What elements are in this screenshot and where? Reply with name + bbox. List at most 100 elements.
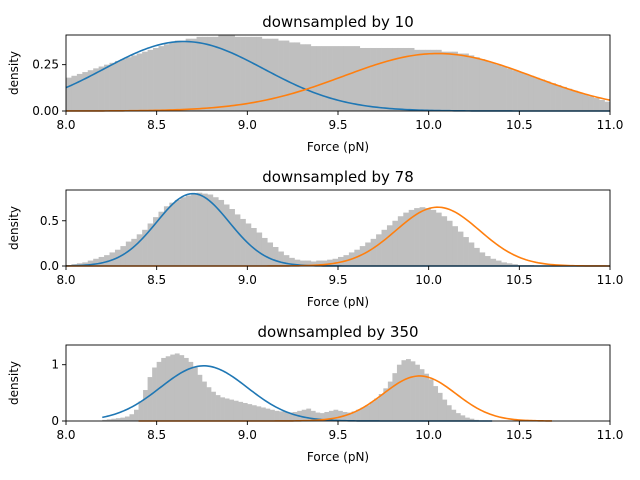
histogram-bar: [106, 419, 112, 421]
histogram-bar: [403, 47, 410, 111]
y-tick-label: 0.25: [32, 58, 59, 72]
histogram-bar: [87, 260, 94, 266]
histogram-bar: [125, 57, 132, 111]
histogram-bar: [76, 73, 83, 111]
histogram-bar: [463, 237, 469, 266]
histogram-bar: [136, 53, 143, 111]
histogram-bar: [229, 209, 235, 266]
histogram-bar: [120, 417, 126, 421]
histogram-bar: [604, 101, 611, 111]
histogram-bar: [93, 68, 99, 111]
histogram-bar: [561, 86, 567, 111]
histogram-bar: [188, 361, 194, 421]
histogram-bar: [408, 209, 415, 266]
histogram-bar: [267, 38, 274, 111]
histogram-bar: [457, 231, 464, 266]
histogram-bar: [158, 211, 165, 266]
histogram: [66, 192, 535, 266]
histogram-bar: [348, 46, 355, 112]
histogram-bar: [174, 199, 181, 266]
histogram-bar: [342, 411, 348, 421]
histogram-bar: [437, 392, 443, 421]
histogram-bar: [490, 62, 497, 111]
histogram-bar: [381, 229, 388, 266]
histogram-bar: [376, 234, 382, 266]
histogram-bar: [218, 199, 225, 266]
x-tick-label: 9.5: [328, 428, 347, 442]
histogram-bar: [414, 208, 420, 266]
histogram-bar: [245, 36, 252, 112]
chart-panel-2: 8.0 8.5 9.0 9.5 10.0 10.5 11.0 0.0 0.5 downsample…: [7, 168, 623, 309]
histogram-bar: [247, 404, 253, 421]
histogram-bar: [233, 400, 239, 421]
histogram-bar: [593, 98, 600, 111]
histogram-bar: [319, 413, 325, 421]
histogram-bar: [599, 99, 605, 111]
histogram-bar: [207, 36, 214, 112]
histogram-bar: [479, 252, 486, 266]
histogram-bar: [153, 217, 159, 266]
histogram-bar: [442, 399, 448, 421]
histogram-bar: [310, 261, 317, 266]
x-axis-label: Force (pN): [307, 140, 369, 154]
histogram: [66, 35, 611, 112]
histogram-bar: [430, 49, 437, 111]
histogram-bar: [104, 64, 110, 111]
histogram-bar: [435, 212, 442, 266]
histogram-bar: [87, 70, 94, 111]
histogram-bar: [555, 85, 562, 111]
histogram-bar: [324, 411, 330, 421]
x-axis-label: Force (pN): [307, 450, 369, 464]
histogram-bar: [301, 409, 307, 421]
x-tick-label: 10.0: [415, 273, 442, 287]
histogram-bar: [250, 228, 257, 266]
histogram-bar: [463, 53, 469, 111]
histogram-bar: [305, 44, 312, 111]
histogram-bar: [316, 46, 322, 112]
histogram-bar: [315, 412, 321, 421]
histogram-bar: [550, 83, 556, 111]
histogram-bar: [327, 46, 333, 112]
histogram-bar: [495, 64, 502, 111]
histogram-bar: [170, 354, 176, 421]
histogram-bar: [305, 260, 312, 266]
histogram-bar: [260, 407, 266, 421]
histogram-bar: [131, 238, 138, 266]
chart-panel-3: 8.0 8.5 9.0 9.5 10.0 10.5 11.0 0 1 downsampled by…: [7, 323, 623, 464]
histogram-bar: [234, 36, 241, 112]
histogram-bar: [446, 51, 453, 111]
histogram-bar: [250, 36, 257, 112]
histogram-bar: [370, 238, 377, 266]
x-tick-label: 11.0: [597, 428, 624, 442]
histogram-bar: [321, 260, 328, 266]
histogram-bar: [238, 401, 244, 421]
histogram-bar: [406, 359, 411, 421]
histogram-bar: [142, 51, 148, 111]
x-tick-label: 10.0: [415, 118, 442, 132]
histogram-bar: [582, 94, 589, 111]
x-tick-label: 9.0: [238, 273, 257, 287]
histogram-bar: [354, 46, 361, 112]
histogram-bar: [414, 49, 420, 111]
histogram-bar: [206, 387, 212, 421]
histogram-bar: [192, 367, 198, 421]
histogram-bar: [114, 60, 121, 111]
histogram-bar: [392, 47, 399, 111]
histogram-bar: [446, 405, 452, 421]
histogram-bar: [365, 242, 371, 266]
x-tick-label: 10.0: [415, 428, 442, 442]
histogram-bar: [441, 51, 448, 111]
histogram-bar: [383, 388, 389, 421]
x-tick-label: 9.0: [238, 118, 257, 132]
histogram-bar: [256, 232, 263, 266]
histogram-bar: [419, 369, 425, 421]
histogram-bar: [490, 258, 497, 266]
histogram-bar: [392, 220, 399, 266]
histogram-bar: [539, 79, 546, 111]
x-tick-label: 10.5: [506, 273, 533, 287]
histogram-bar: [333, 409, 339, 421]
histogram-bar: [256, 406, 262, 421]
histogram-bar: [460, 415, 466, 421]
x-tick-label: 9.5: [328, 273, 347, 287]
chart-panel-1: 8.0 8.5 9.0 9.5 10.0 10.5 11.0 0.00 0.25 downsamp…: [7, 13, 623, 154]
